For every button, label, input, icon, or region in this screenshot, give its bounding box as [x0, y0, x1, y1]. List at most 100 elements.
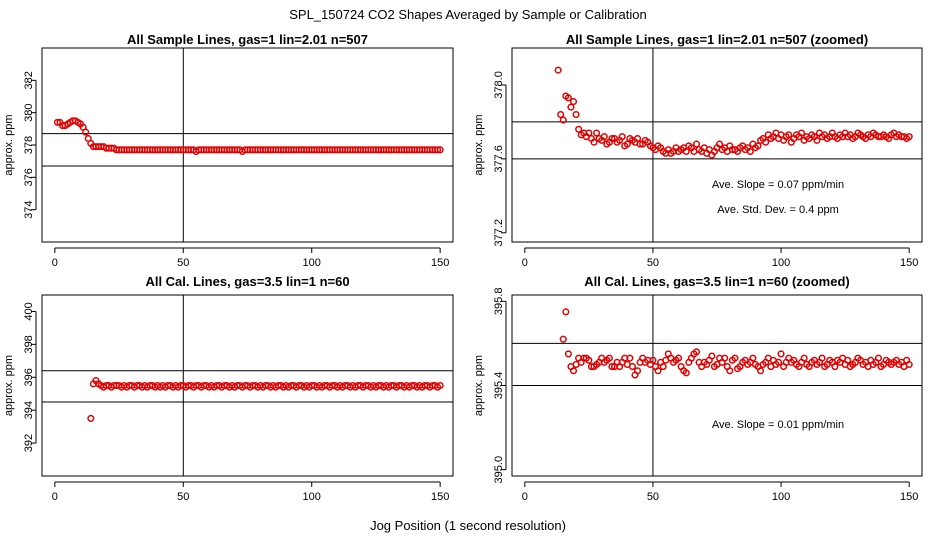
data-point	[831, 363, 839, 371]
y-tick-label: 394	[23, 401, 35, 419]
x-tick-label: 0	[52, 257, 58, 269]
x-tick-label: 150	[900, 257, 918, 269]
y-axis-label: approx. ppm	[3, 114, 15, 175]
chart-title: All Cal. Lines, gas=3.5 lin=1 n=60 (zoom…	[584, 274, 850, 289]
data-point	[608, 363, 616, 371]
data-point	[682, 369, 690, 377]
y-axis-label: approx. ppm	[473, 114, 485, 175]
data-point	[746, 147, 754, 156]
x-tick-label: 50	[177, 491, 189, 503]
y-tick-label: 377.6	[493, 145, 505, 173]
y-tick-label: 400	[23, 302, 35, 320]
y-tick-label: 395.4	[493, 372, 505, 400]
y-tick-label: 398	[23, 335, 35, 353]
y-tick-label: 374	[23, 200, 35, 218]
data-point	[800, 354, 808, 362]
data-point	[844, 356, 852, 364]
data-point	[618, 133, 626, 141]
chart-panel-4: All Cal. Lines, gas=3.5 lin=1 n=60 (zoom…	[473, 274, 923, 503]
y-tick-label: 395.8	[493, 288, 505, 316]
plot-frame	[41, 294, 454, 477]
data-point	[564, 350, 572, 358]
data-point	[554, 66, 562, 74]
data-point	[774, 358, 783, 366]
chart-title: All Cal. Lines, gas=3.5 lin=1 n=60	[145, 274, 349, 289]
data-point	[608, 134, 616, 143]
x-tick-label: 100	[772, 257, 790, 269]
data-point	[757, 367, 765, 375]
data-point	[692, 140, 701, 148]
plot-frame	[41, 47, 454, 243]
x-tick-label: 50	[177, 257, 189, 269]
data-point	[436, 146, 444, 154]
data-point	[623, 140, 631, 148]
y-tick-label: 377.2	[493, 219, 505, 247]
chart-panels: All Sample Lines, gas=1 lin=2.01 n=507 0 5…	[3, 32, 923, 503]
data-point	[572, 110, 580, 119]
chart-panel-3: All Cal. Lines, gas=3.5 lin=1 n=60 0 50 100…	[3, 274, 454, 503]
data-point	[575, 125, 583, 133]
data-point	[905, 133, 913, 141]
y-tick-label: 395.0	[493, 456, 505, 484]
data-point	[708, 352, 716, 360]
annotation-text: Ave. Slope = 0.01 ppm/min	[712, 419, 844, 431]
data-point	[785, 131, 793, 139]
x-tick-label: 0	[522, 491, 528, 503]
y-tick-label: 382	[23, 71, 35, 89]
x-tick-label: 50	[647, 257, 659, 269]
data-point	[585, 356, 593, 364]
figure-xlabel: Jog Position (1 second resolution)	[370, 518, 566, 533]
y-tick-label: 378.0	[493, 71, 505, 99]
data-point	[590, 138, 598, 146]
data-point	[675, 354, 683, 362]
data-point	[798, 129, 806, 137]
data-point	[716, 140, 724, 148]
data-point	[585, 129, 593, 137]
x-tick-label: 150	[431, 257, 449, 269]
y-axis-label: approx. ppm	[3, 355, 15, 416]
y-tick-label: 396	[23, 368, 35, 386]
data-point	[628, 363, 636, 371]
data-point	[731, 354, 739, 362]
data-point	[436, 381, 444, 390]
data-point	[593, 129, 601, 137]
x-tick-label: 100	[303, 257, 321, 269]
data-point	[813, 136, 821, 144]
data-point	[874, 354, 882, 362]
data-point	[721, 354, 729, 362]
data-point	[87, 414, 95, 422]
data-point	[749, 354, 757, 362]
figure-title: SPL_150724 CO2 Shapes Averaged by Sample…	[289, 7, 647, 22]
chart-title: All Sample Lines, gas=1 lin=2.01 n=507 (…	[566, 32, 868, 47]
annotation-text: Ave. Std. Dev. = 0.4 ppm	[717, 204, 839, 216]
data-point	[634, 367, 642, 375]
y-tick-label: 378	[23, 136, 35, 154]
data-point	[53, 118, 61, 126]
chart-title: All Sample Lines, gas=1 lin=2.01 n=507	[127, 32, 368, 47]
data-point	[692, 348, 701, 356]
data-point	[754, 142, 762, 150]
data-point	[626, 354, 634, 362]
data-point	[659, 363, 667, 371]
data-point	[600, 133, 608, 141]
annotation-text: Ave. Slope = 0.07 ppm/min	[712, 179, 844, 191]
data-point	[818, 354, 826, 362]
data-point	[557, 110, 565, 119]
y-axis-label: approx. ppm	[473, 355, 485, 416]
data-point	[559, 335, 567, 343]
x-tick-label: 150	[900, 491, 918, 503]
data-point	[654, 367, 662, 375]
data-point	[564, 94, 572, 102]
data-point	[605, 354, 613, 362]
data-point	[434, 146, 442, 154]
chart-panel-1: All Sample Lines, gas=1 lin=2.01 n=507 0 5…	[3, 32, 454, 269]
x-tick-label: 0	[52, 491, 58, 503]
data-point	[569, 367, 578, 375]
y-tick-label: 392	[23, 434, 35, 452]
x-tick-label: 100	[772, 491, 790, 503]
data-point	[905, 360, 913, 369]
x-tick-label: 150	[431, 491, 449, 503]
data-point	[726, 367, 734, 375]
data-point	[82, 128, 90, 136]
